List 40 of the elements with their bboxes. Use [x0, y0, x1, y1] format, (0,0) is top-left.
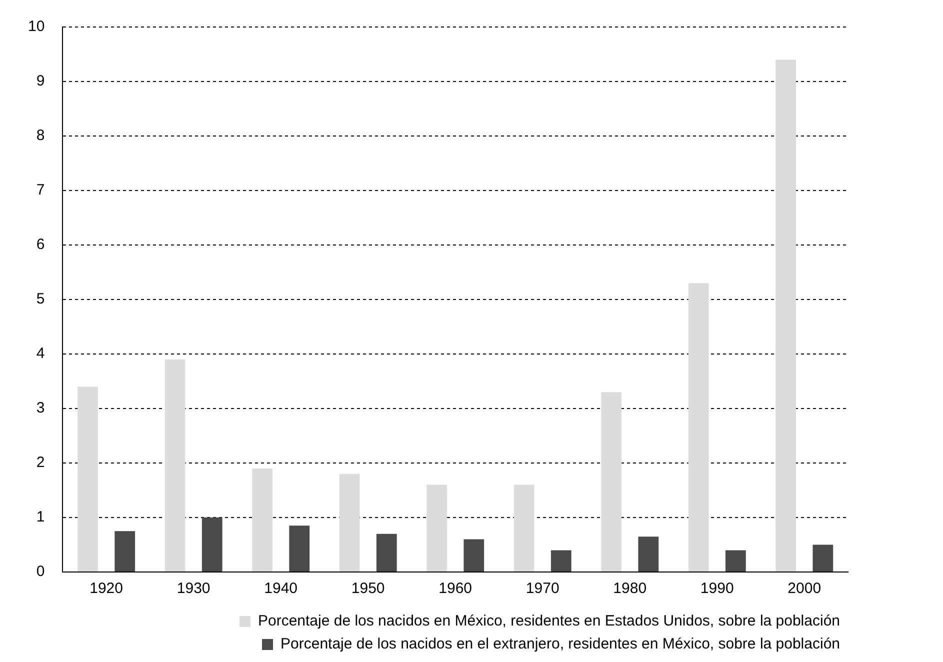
y-tick-label: 3 [36, 400, 45, 417]
x-tick-label: 1970 [526, 580, 560, 598]
y-tick-label: 6 [36, 236, 45, 254]
x-tick-label: 1990 [700, 580, 734, 598]
y-tick-label: 0 [36, 563, 45, 580]
bar [725, 550, 746, 572]
y-tick-label: 5 [36, 290, 45, 308]
bar [289, 526, 310, 572]
x-tick-label: 1940 [264, 580, 298, 598]
bar [78, 386, 98, 572]
bar [550, 550, 572, 572]
y-tick-label: 10 [28, 18, 45, 36]
bar [376, 534, 397, 572]
y-tick-label: 4 [36, 345, 45, 362]
legend-label: Porcentaje de los nacidos en México, residentes en Estados Unidos, sobre la población [258, 612, 840, 630]
x-tick-label: 2000 [788, 580, 822, 598]
x-tick-label: 1930 [176, 580, 210, 598]
bar [339, 474, 360, 572]
bar [812, 544, 834, 572]
bar [688, 283, 709, 572]
bar [514, 484, 534, 572]
legend-label: Porcentaje de los nacidos en el extranjero, residentes en México, sobre la población [280, 636, 840, 653]
y-tick-label: 8 [36, 127, 45, 144]
bar [426, 484, 447, 572]
bar [252, 468, 272, 572]
x-tick-label: 1960 [438, 580, 472, 598]
bar [638, 536, 659, 572]
x-tick-label: 1920 [90, 580, 123, 598]
x-tick-label: 1950 [351, 580, 385, 598]
y-tick-label: 7 [36, 182, 45, 199]
bar [776, 60, 796, 572]
bar [202, 518, 222, 572]
bar [164, 359, 186, 572]
x-tick-label: 1980 [613, 580, 647, 598]
y-tick-label: 9 [36, 72, 45, 90]
bar [464, 539, 484, 572]
bar [601, 392, 622, 572]
y-tick-label: 2 [36, 454, 45, 472]
y-tick-label: 1 [36, 508, 45, 526]
bar [114, 531, 136, 572]
